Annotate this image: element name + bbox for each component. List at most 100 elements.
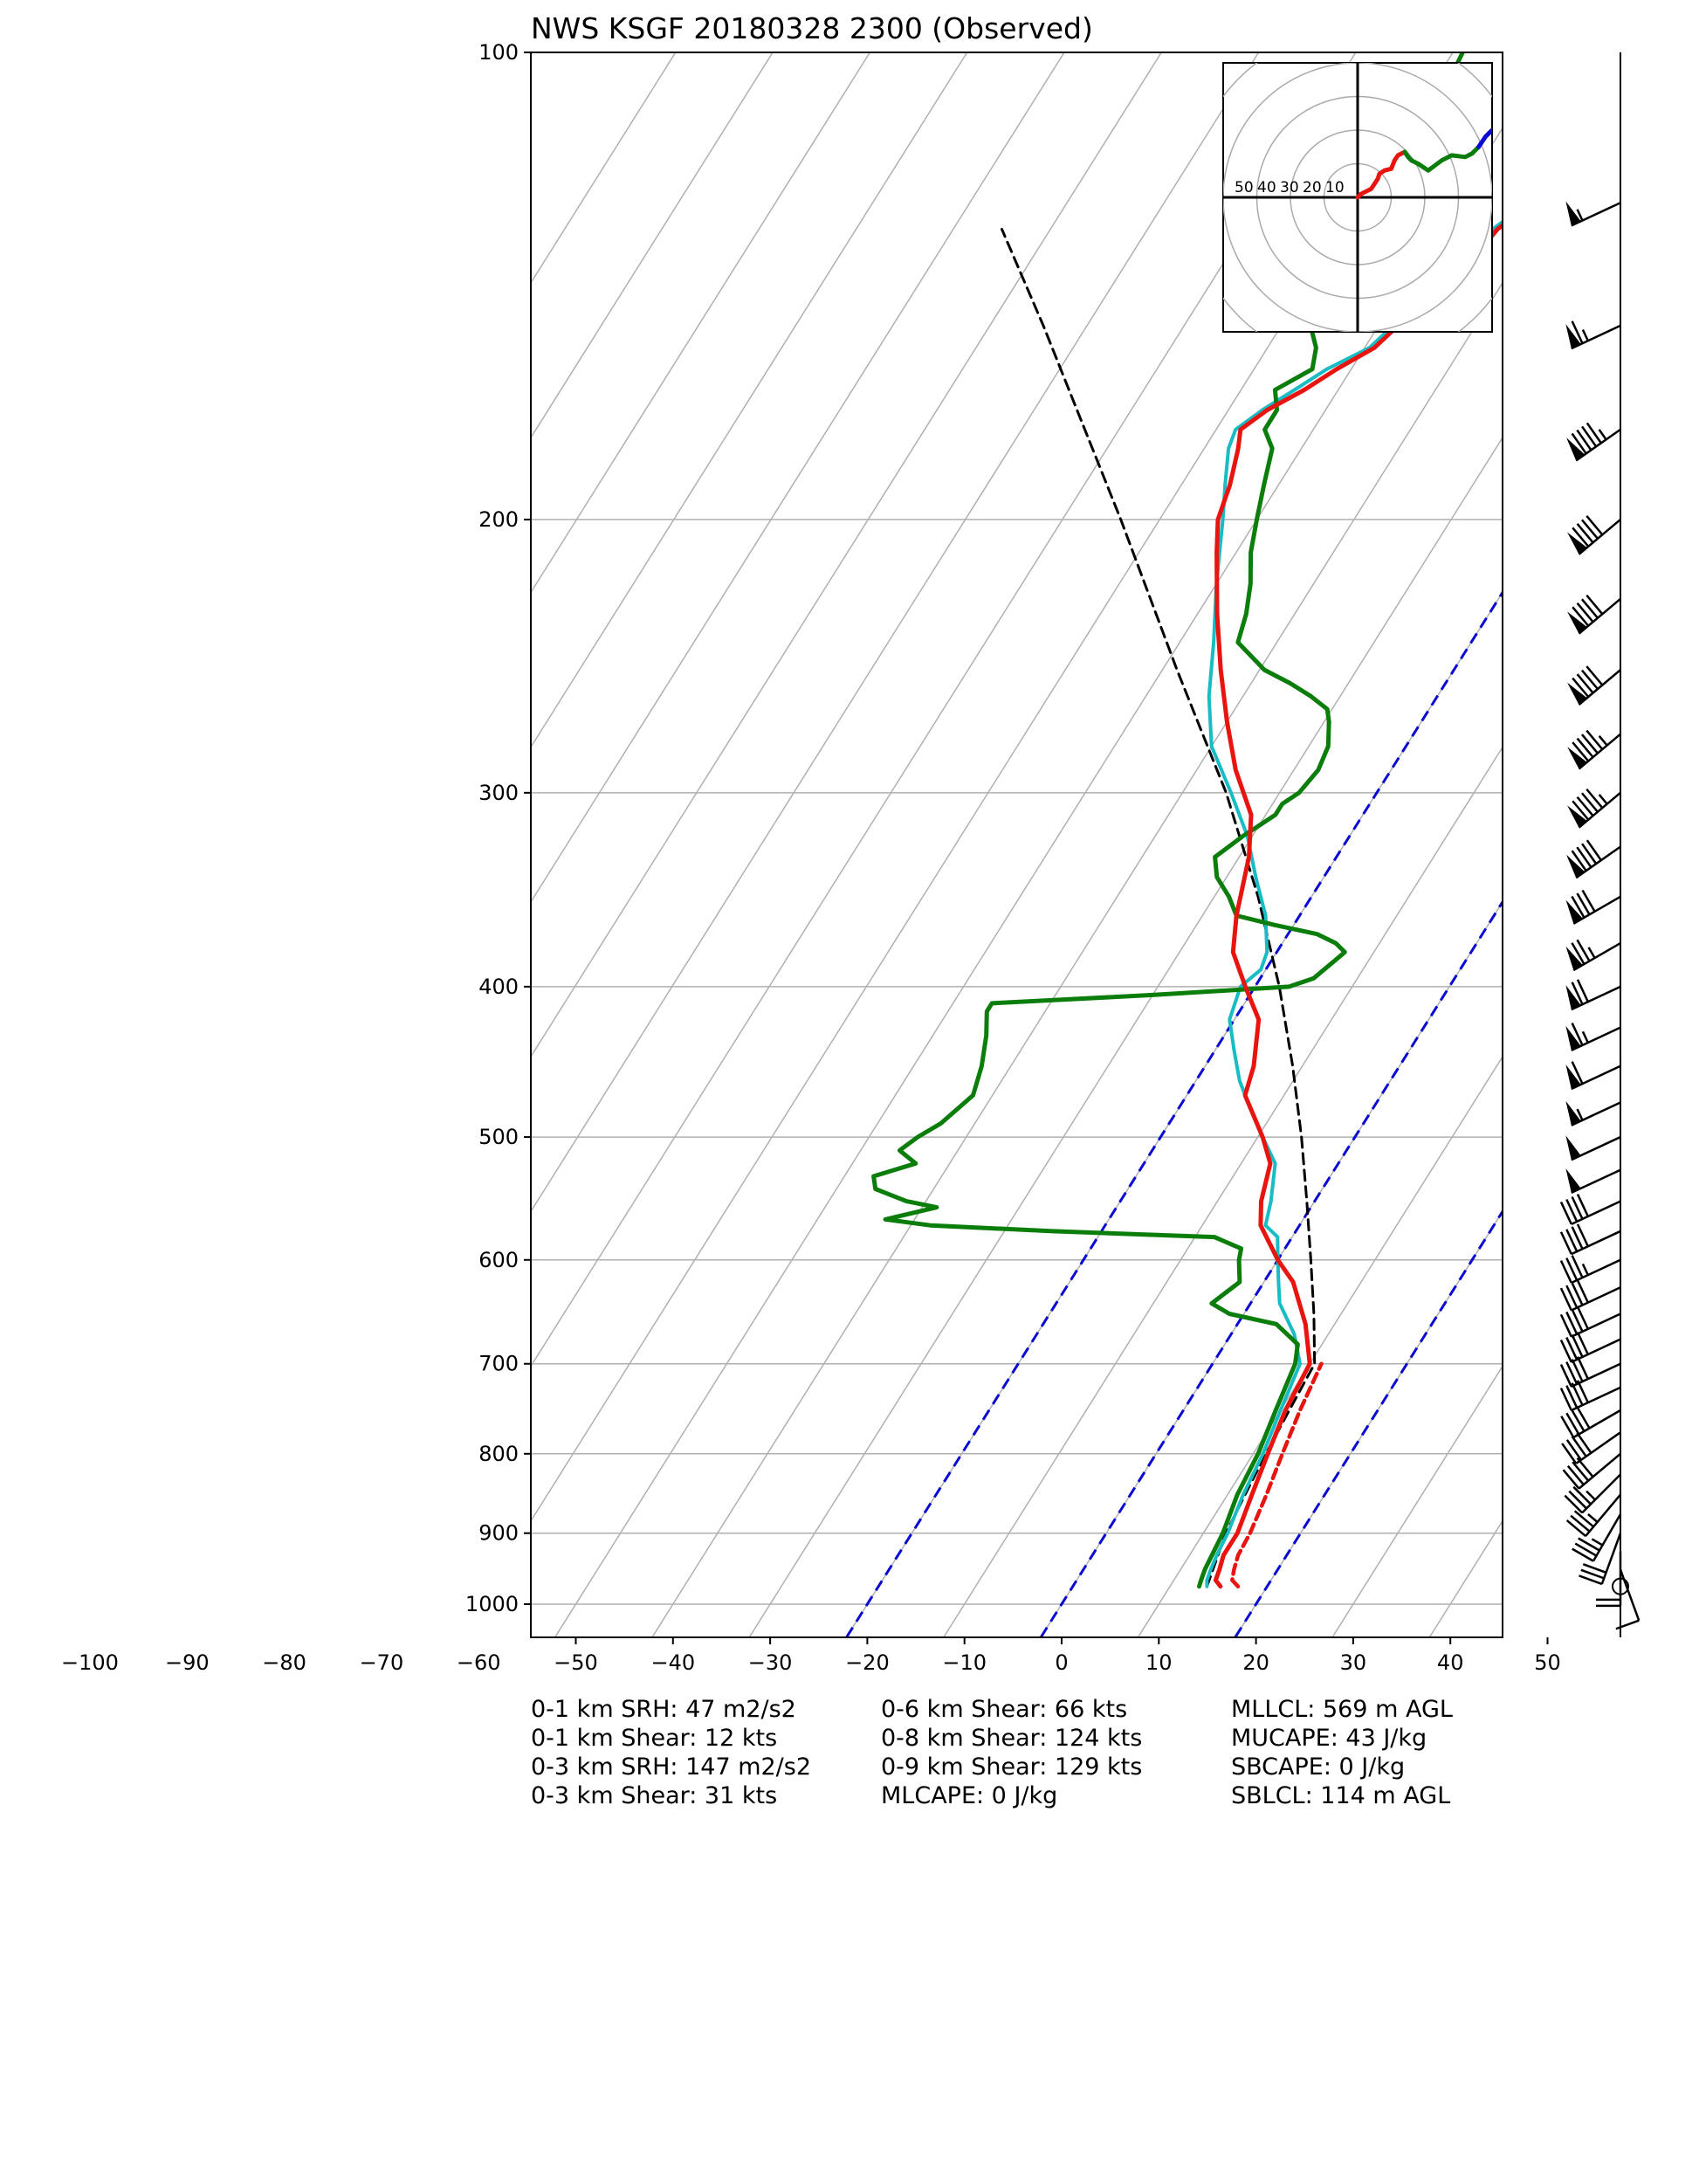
- wind-barb: [1559, 1194, 1621, 1225]
- indices-column-3: MLLCL: 569 m AGL MUCAPE: 43 J/kg SBCAPE:…: [1231, 1696, 1453, 1809]
- wind-barb: [1560, 1406, 1621, 1439]
- wind-barb: [1559, 1279, 1621, 1312]
- hodograph-ring-label: 10: [1325, 179, 1345, 196]
- wind-barb: [1615, 1568, 1641, 1630]
- wind-barb: [1561, 1431, 1621, 1464]
- wind-barb: [1567, 665, 1621, 706]
- hodograph-ring-labels: 50 40 30 20 10: [1235, 179, 1345, 196]
- hodograph-segment: [1476, 127, 1492, 149]
- wind-barb: [1572, 1513, 1622, 1562]
- x-tick-label: −80: [262, 1650, 306, 1675]
- chart-title: NWS KSGF 20180328 2300 (Observed): [531, 11, 1093, 45]
- wind-barb: [1565, 1100, 1621, 1126]
- isotherm-grid-line: [531, 52, 1260, 1213]
- wind-barb: [1567, 729, 1621, 770]
- plot-frame: [530, 52, 1503, 1638]
- isotherm-grid-line: [531, 52, 1162, 1058]
- wind-barb: [1596, 1551, 1622, 1608]
- isotherm-grid-line: [531, 52, 870, 594]
- x-tick-label: 50: [1534, 1650, 1561, 1675]
- wind-barb: [1559, 1356, 1621, 1388]
- x-tick-label: 40: [1437, 1650, 1464, 1675]
- isotherm-grid-line: [531, 52, 677, 285]
- y-tick-label: 300: [478, 781, 519, 805]
- x-tick-label: −20: [845, 1650, 890, 1675]
- isotherm-guide-20: [1234, 1209, 1503, 1637]
- wind-barb: [1567, 515, 1621, 555]
- index-mlcape: MLCAPE: 0 J/kg: [881, 1782, 1057, 1809]
- x-tick-label: 30: [1340, 1650, 1367, 1675]
- isotherm-grid-line: [748, 436, 1503, 1637]
- x-tick-label: −40: [650, 1650, 695, 1675]
- wind-barb: [1565, 1061, 1621, 1091]
- wind-barb: [1559, 1255, 1621, 1285]
- wind-barb: [1566, 839, 1621, 879]
- wind-barb: [1564, 1473, 1621, 1514]
- virtual-temperature-line: [1230, 1361, 1324, 1588]
- wind-barb: [1567, 594, 1621, 635]
- index-shear-0-3km: 0-3 km Shear: 31 kts: [531, 1782, 777, 1809]
- wind-barb: [1565, 1135, 1621, 1161]
- index-shear-0-1km: 0-1 km Shear: 12 kts: [531, 1725, 777, 1752]
- index-srh-0-1km: 0-1 km SRH: 47 m2/s2: [531, 1696, 796, 1723]
- isotherm-guide-0: [1040, 899, 1503, 1637]
- isotherm-grid-line: [531, 52, 1065, 904]
- index-shear-0-9km: 0-9 km Shear: 129 kts: [881, 1753, 1142, 1781]
- y-tick-label: 500: [478, 1125, 519, 1149]
- temperature-axis: −100 −90 −80 −70 −60 −50 −40 −30 −20 −10 0 10 20 30 40…: [61, 1637, 1561, 1675]
- isotherm-grid-line: [943, 746, 1503, 1637]
- hodograph-trace: [1355, 127, 1492, 200]
- x-tick-label: −100: [61, 1650, 119, 1675]
- wind-barb: [1559, 1223, 1621, 1256]
- hodograph-ring-label: 50: [1235, 179, 1254, 196]
- index-srh-0-3km: 0-3 km SRH: 147 m2/s2: [531, 1753, 811, 1781]
- isotherm-guide--20: [845, 589, 1503, 1637]
- hodograph-ring-label: 40: [1257, 179, 1276, 196]
- wind-barb: [1565, 201, 1621, 227]
- x-tick-label: 0: [1055, 1650, 1068, 1675]
- parcel-line: [1001, 228, 1317, 1588]
- hodograph-segment: [1355, 149, 1407, 200]
- wind-barb: [1565, 1023, 1621, 1051]
- x-tick-label: −30: [748, 1650, 793, 1675]
- pressure-axis: 100 200 300 400 500 600 700 800 900 1000: [465, 40, 531, 1616]
- wind-barb: [1559, 1306, 1621, 1338]
- wind-barb: [1565, 1493, 1621, 1538]
- y-tick-label: 900: [478, 1521, 519, 1546]
- wind-barb: [1559, 1332, 1621, 1364]
- index-shear-0-8km: 0-8 km Shear: 124 kts: [881, 1725, 1142, 1752]
- index-mucape: MUCAPE: 43 J/kg: [1231, 1725, 1427, 1752]
- x-tick-label: 20: [1242, 1650, 1269, 1675]
- hodograph-ring-label: 20: [1303, 179, 1322, 196]
- isotherm-grid-line: [1527, 52, 1699, 1637]
- isotherm-grid-line: [651, 281, 1503, 1637]
- hodograph-segment: [1402, 144, 1482, 173]
- index-sblcl: SBLCL: 114 m AGL: [1231, 1782, 1450, 1809]
- index-mllcl: MLLCL: 569 m AGL: [1231, 1696, 1453, 1723]
- isotherm-guide-lines: [845, 589, 1503, 1637]
- isotherm-grid-line: [1331, 1365, 1503, 1637]
- hodograph: 50 40 30 20 10: [1222, 62, 1493, 333]
- x-tick-label: −60: [457, 1650, 501, 1675]
- index-sbcape: SBCAPE: 0 J/kg: [1231, 1753, 1405, 1781]
- isotherm-grid-line: [531, 52, 774, 439]
- y-tick-label: 100: [478, 40, 519, 65]
- x-tick-label: −70: [360, 1650, 404, 1675]
- y-tick-label: 1000: [465, 1592, 519, 1616]
- wind-barb: [1565, 320, 1621, 350]
- y-tick-label: 600: [478, 1248, 519, 1272]
- isotherm-grid-line: [531, 52, 1357, 1368]
- isotherm-grid-line: [1624, 52, 1699, 1637]
- x-tick-label: −50: [554, 1650, 598, 1675]
- indices-column-1: 0-1 km SRH: 47 m2/s2 0-1 km Shear: 12 kt…: [531, 1696, 811, 1809]
- wind-barb: [1565, 979, 1621, 1011]
- x-tick-label: −10: [942, 1650, 987, 1675]
- isotherm-grid-line: [531, 52, 968, 749]
- wind-barb: [1566, 422, 1621, 462]
- wind-barb: [1565, 1168, 1621, 1195]
- y-tick-label: 400: [478, 975, 519, 999]
- x-tick-label: −90: [165, 1650, 210, 1675]
- wind-barb: [1579, 1533, 1622, 1586]
- y-tick-label: 700: [478, 1352, 519, 1376]
